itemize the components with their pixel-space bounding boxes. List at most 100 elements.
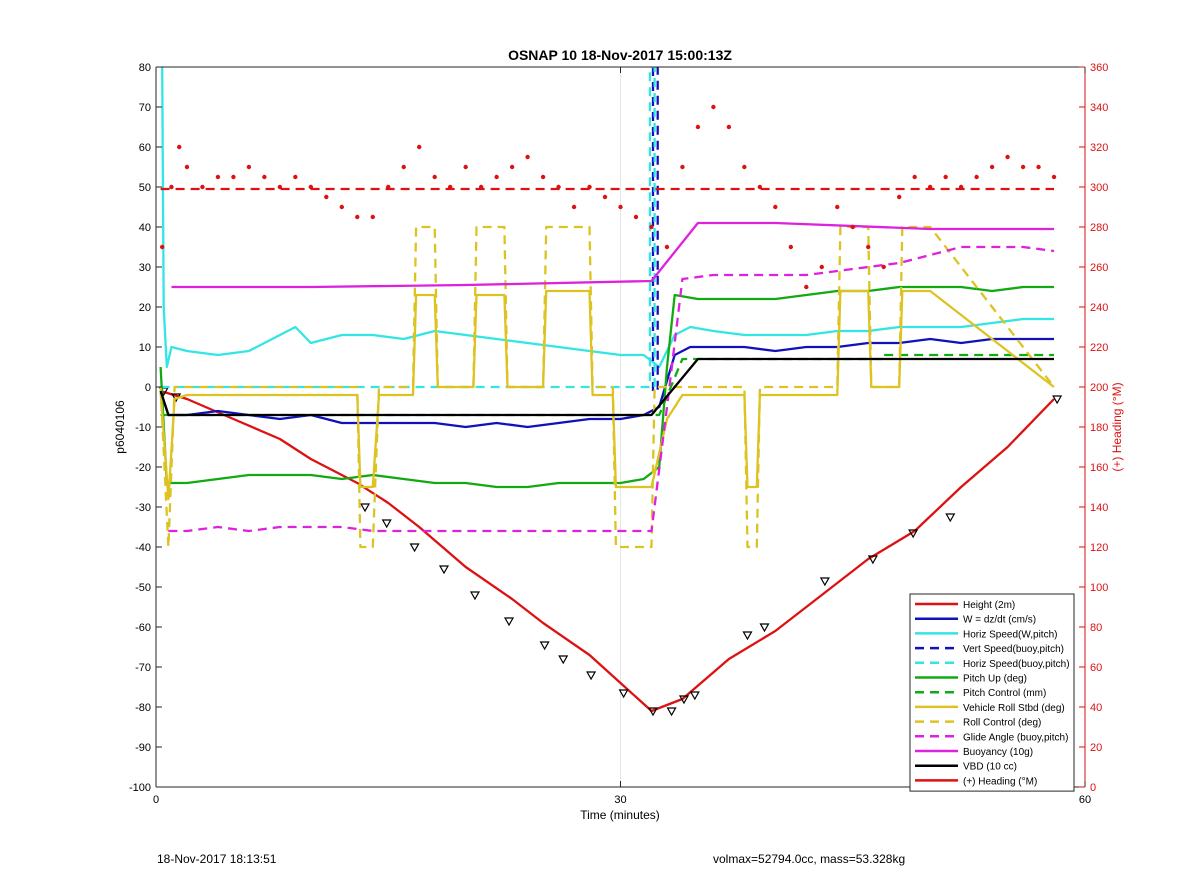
y-tick-label--70: -70	[135, 662, 151, 674]
y-axis-label: p6040106	[113, 400, 127, 454]
marker-height-2m	[908, 529, 919, 539]
point-heading-m	[1005, 154, 1010, 160]
marker-height-2m	[647, 707, 659, 717]
point-heading-m	[1020, 164, 1026, 170]
y-tick-label--90: -90	[135, 742, 151, 754]
x-tick-label-60: 60	[1079, 794, 1091, 806]
point-heading-m	[293, 174, 298, 180]
point-heading-m	[246, 164, 252, 170]
legend-label-vbd-10-cc: VBD (10 cc)	[963, 762, 1017, 773]
legend-label-heading-m: (+) Heading (°M)	[963, 776, 1037, 787]
point-heading-m	[835, 204, 840, 210]
y-tick-label-30: 30	[139, 262, 151, 274]
point-heading-m	[804, 284, 809, 290]
series-layer	[158, 67, 1063, 717]
y2-tick-label-0: 0	[1090, 782, 1096, 794]
axes: 0 30 6080706050403020100-10-20-30-40-50-60…	[129, 62, 1108, 806]
y2-tick-label-60: 60	[1090, 662, 1102, 674]
legend-label-horiz-speed-w-pitch: Horiz Speed(W,pitch)	[963, 629, 1057, 640]
y2-tick-label-80: 80	[1090, 622, 1102, 634]
x-tick-label-0: 0	[153, 794, 159, 806]
y2-tick-label-40: 40	[1090, 702, 1102, 714]
point-heading-m	[680, 164, 685, 170]
series-pitch-control-mm	[160, 353, 1054, 417]
legend-label-horiz-speed-buoy-pitch: Horiz Speed(buoy,pitch)	[963, 659, 1070, 670]
series-vehicle-roll-stbd-deg	[159, 289, 1055, 501]
series-height-2m	[160, 389, 1055, 713]
point-heading-m	[602, 194, 608, 200]
series-vbd-10-cc	[159, 357, 1054, 417]
point-heading-m	[1051, 174, 1057, 180]
x-tick-label-30: 30	[614, 794, 626, 806]
y-tick-label-10: 10	[139, 342, 151, 354]
marker-height-2m	[666, 707, 677, 717]
point-heading-m	[943, 174, 948, 180]
legend: Height (2m) W = dz/dt (cm/s) Horiz Speed(W…	[909, 593, 1075, 792]
chart-title: OSNAP 10 18-Nov-2017 15:00:13Z	[508, 47, 732, 63]
marker-height-2m	[381, 519, 392, 529]
legend-label-pitch-control-mm: Pitch Control (mm)	[963, 688, 1046, 699]
marker-height-2m	[558, 655, 569, 665]
point-heading-m	[177, 144, 182, 150]
y-tick-label-80: 80	[139, 62, 151, 74]
point-heading-m	[417, 144, 422, 150]
series-pitch-up-deg	[159, 285, 1054, 489]
marker-height-2m	[689, 691, 700, 701]
marker-height-2m	[618, 689, 629, 699]
marker-height-2m	[678, 695, 690, 705]
legend-label-height-2m: Height (2m)	[963, 600, 1015, 611]
series-w-dz-dt-cm-s	[159, 337, 1054, 429]
y2-tick-label-220: 220	[1090, 342, 1108, 354]
y2-tick-label-280: 280	[1090, 222, 1108, 234]
y2-tick-label-320: 320	[1090, 142, 1108, 154]
point-heading-m	[1036, 164, 1041, 170]
point-heading-m	[974, 174, 979, 180]
point-heading-m	[897, 194, 902, 200]
point-heading-m	[711, 104, 716, 110]
point-heading-m	[819, 264, 824, 270]
y-tick-label--60: -60	[135, 622, 151, 634]
marker-height-2m	[539, 641, 550, 651]
legend-label-buoyancy-10g: Buoyancy (10g)	[963, 747, 1033, 758]
point-heading-m	[463, 164, 468, 170]
y-tick-label-20: 20	[139, 302, 151, 314]
point-heading-m	[200, 184, 205, 190]
point-heading-m	[432, 174, 437, 180]
marker-height-2m	[759, 623, 770, 633]
footer-vehicle-info: volmax=52794.0cc, mass=53.328kg	[713, 852, 906, 866]
y2-tick-label-200: 200	[1090, 382, 1108, 394]
marker-height-2m	[586, 671, 597, 681]
y-tick-label-60: 60	[139, 142, 151, 154]
y-tick-label--20: -20	[135, 462, 151, 474]
marker-height-2m	[867, 555, 878, 565]
series-horiz-speed-w-pitch	[161, 67, 1054, 369]
legend-label-glide-angle-buoy-pitch: Glide Angle (buoy,pitch)	[963, 732, 1068, 743]
marker-height-2m	[742, 631, 753, 641]
y-tick-label--30: -30	[135, 502, 151, 514]
point-heading-m	[324, 194, 329, 200]
y2-tick-label-120: 120	[1090, 542, 1108, 554]
legend-label-vert-speed-buoy-pitch: Vert Speed(buoy,pitch)	[963, 644, 1064, 655]
point-heading-m	[262, 174, 267, 180]
point-heading-m	[169, 184, 174, 190]
y-tick-label-40: 40	[139, 222, 151, 234]
point-heading-m	[633, 214, 639, 220]
point-heading-m	[773, 204, 778, 210]
series-glide-angle-buoy-pitch	[168, 245, 1055, 533]
y2-tick-label-340: 340	[1090, 102, 1108, 114]
series-buoyancy-10g	[171, 221, 1054, 289]
marker-height-2m	[359, 503, 371, 513]
point-heading-m	[159, 244, 165, 250]
y-tick-label--10: -10	[135, 422, 151, 434]
point-heading-m	[184, 164, 190, 170]
point-heading-m	[355, 214, 360, 220]
y-tick-label-70: 70	[139, 102, 151, 114]
y-tick-label--100: -100	[129, 782, 151, 794]
marker-height-2m	[1052, 395, 1063, 405]
legend-label-roll-control-deg: Roll Control (deg)	[963, 718, 1041, 729]
legend-label-vehicle-roll-stbd-deg: Vehicle Roll Stbd (deg)	[963, 703, 1065, 714]
y-tick-label--80: -80	[135, 702, 151, 714]
point-heading-m	[989, 164, 995, 170]
series-horiz-speed-buoy-pitch	[160, 67, 656, 389]
point-heading-m	[881, 264, 886, 270]
